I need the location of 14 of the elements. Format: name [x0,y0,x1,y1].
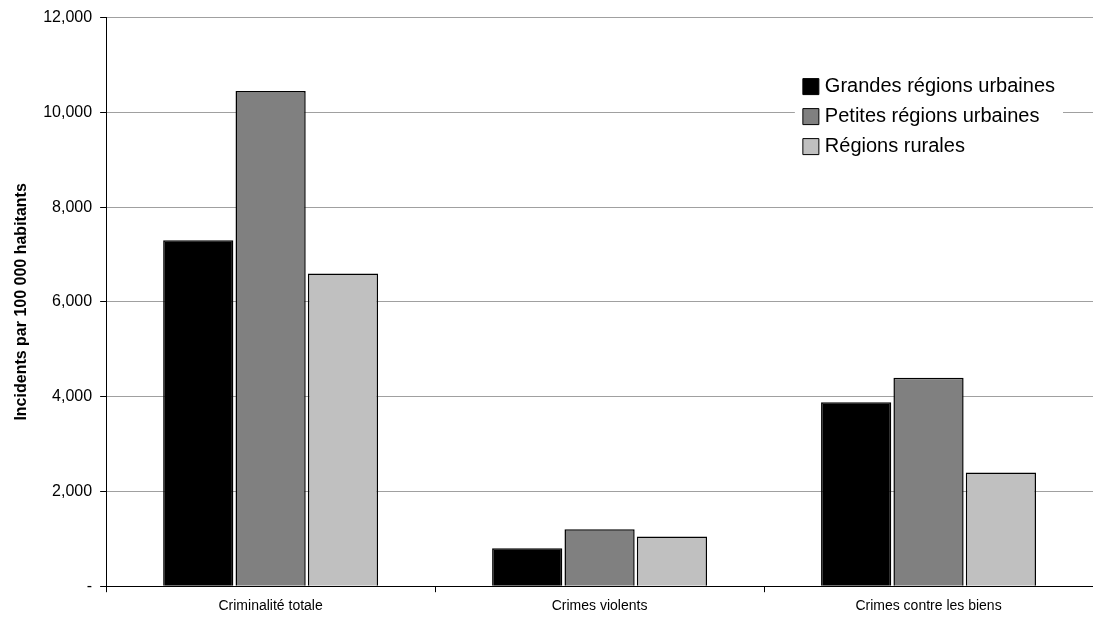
legend-label: Régions rurales [824,134,965,157]
y-tick-label: 6,000 [52,292,93,310]
legend-label: Petites régions urbaines [824,104,1040,127]
y-tick-label: 2,000 [52,481,93,499]
y-tick-label: - [86,576,93,594]
legend-label: Grandes régions urbaines [824,74,1055,97]
y-tick-label: 4,000 [52,387,93,405]
y-tick-label: 8,000 [52,197,93,215]
y-tick-label: 12,000 [43,8,93,26]
x-tick-label: Crimes contre les biens [855,597,1002,614]
x-tick-label: Crimes violents [551,597,648,614]
y-tick-label: 10,000 [43,102,93,120]
y-axis-title: Incidents par 100 000 habitants [12,183,30,421]
x-tick-label: Criminalité totale [218,597,323,614]
